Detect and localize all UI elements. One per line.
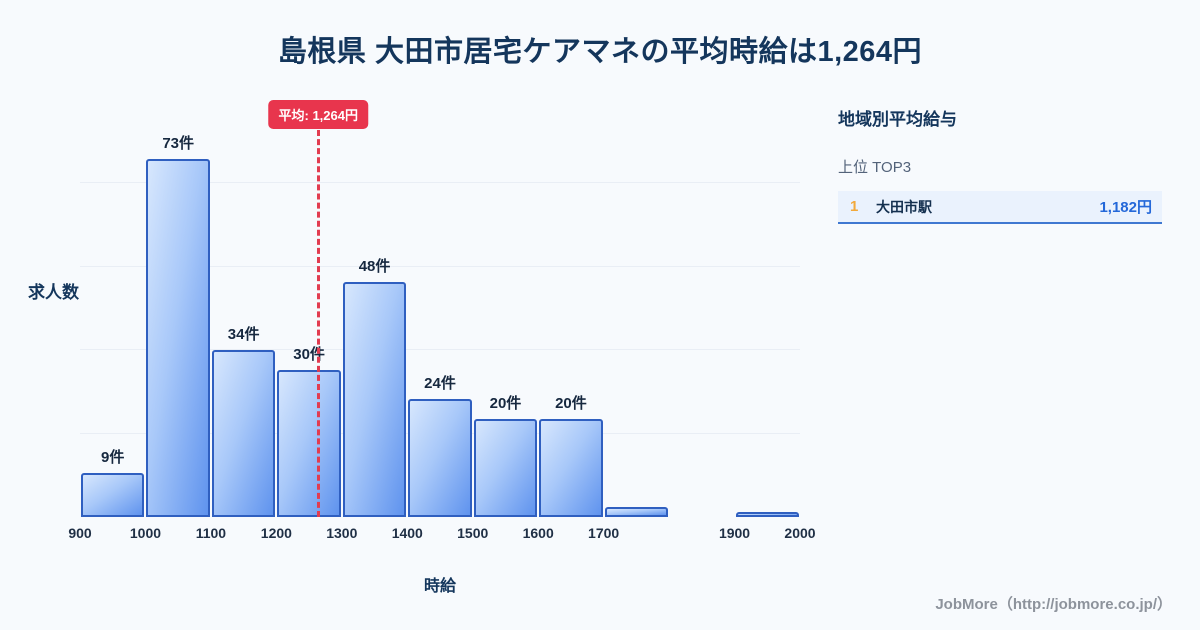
bar-value-label: 20件 <box>555 395 587 412</box>
histogram-bar <box>277 370 341 517</box>
y-axis-label: 求人数 <box>28 283 79 302</box>
histogram-bar <box>539 419 603 517</box>
wage-histogram: 9件 73件 34件 30件 48件 24件 20件 20件 900 1000 1100 1200 13… <box>68 100 816 541</box>
histogram-bar <box>342 281 407 517</box>
gridline <box>80 266 800 267</box>
x-tick-label: 1500 <box>457 525 489 541</box>
bar-value-label: 20件 <box>489 395 522 412</box>
regional-salary-title: 地域別平均給与 <box>838 110 957 129</box>
mean-line <box>316 130 320 517</box>
bar-value-label: 48件 <box>358 257 391 275</box>
x-tick-label: 1900 <box>718 525 751 541</box>
bar-value-label: 9件 <box>101 448 125 466</box>
x-axis-label: 時給 <box>423 578 456 595</box>
bar-value-label: 30件 <box>293 346 325 363</box>
histogram-bar <box>211 350 276 517</box>
rank-list-item: 1 大田市駅 1,182円 <box>838 191 1162 224</box>
rank-wage-value: 1,182円 <box>1099 199 1152 216</box>
bar-value-label: 73件 <box>162 135 195 153</box>
x-tick-label: 1200 <box>260 525 292 541</box>
jobmore-credit: JobMore（http://jobmore.co.jp/） <box>935 596 1172 613</box>
x-tick-label: 1600 <box>522 525 554 541</box>
x-tick-label: 2000 <box>784 525 816 541</box>
page-title: 島根県 大田市居宅ケアマネの平均時給は1,264円 <box>277 36 923 68</box>
histogram-bar <box>146 159 210 517</box>
bar-value-label: 24件 <box>424 375 456 393</box>
x-tick-label: 1100 <box>195 525 227 541</box>
histogram-bar <box>473 419 538 517</box>
histogram-bar <box>408 399 472 517</box>
rank-station-name: 大田市駅 <box>876 198 932 215</box>
x-tick-label: 900 <box>68 525 92 541</box>
histogram-bar <box>81 472 145 517</box>
histogram-bar <box>735 512 799 517</box>
gridline <box>80 182 800 183</box>
mean-badge: 平均: 1,264円 <box>268 100 368 129</box>
histogram-bar <box>604 507 669 517</box>
bar-value-label: 34件 <box>227 326 260 344</box>
rank-number: 1 <box>850 198 859 215</box>
top3-subtitle: 上位 TOP3 <box>838 159 912 176</box>
regional-salary-panel: 地域別平均給与 上位 TOP3 1 大田市駅 1,182円 <box>838 105 1162 224</box>
x-tick-label: 1700 <box>588 525 620 541</box>
x-tick-label: 1000 <box>129 525 162 541</box>
gridline <box>80 349 800 350</box>
x-tick-label: 1300 <box>326 525 358 541</box>
x-tick-label: 1400 <box>391 525 423 541</box>
